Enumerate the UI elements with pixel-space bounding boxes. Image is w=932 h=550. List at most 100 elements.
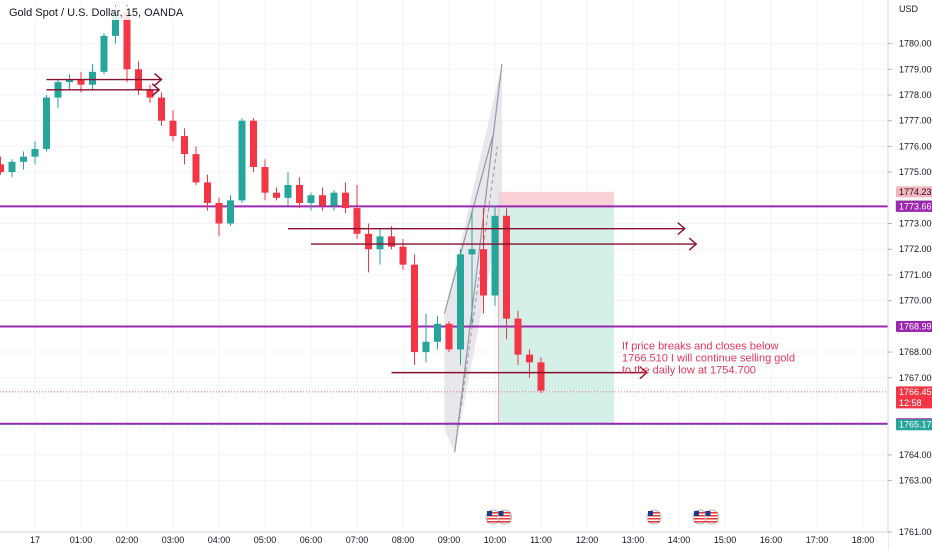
drawing-tools[interactable] (443, 64, 614, 453)
price-label-box (896, 200, 932, 212)
time-axis-bg (0, 532, 888, 550)
flag-stripe (498, 515, 511, 517)
price-label-box (896, 419, 932, 431)
flag-stripe (705, 515, 718, 517)
candle-body (250, 120, 257, 167)
flag-stripe (705, 512, 718, 514)
event-flags[interactable] (485, 509, 719, 525)
time-tick-label: 13:00 (622, 535, 645, 545)
arrow-head (677, 222, 686, 236)
price-tick-label: 1776.000 (899, 141, 932, 151)
price-label-text: 1765.173 (899, 420, 932, 430)
candlestick-series (0, 5, 545, 394)
candle-body (204, 182, 211, 203)
candle-body (514, 318, 522, 355)
price-axis-bg (888, 0, 932, 550)
time-tick-label: 06:00 (300, 535, 323, 545)
price-tick-label: 1777.000 (899, 116, 932, 126)
arrow-drawings[interactable] (46, 73, 698, 380)
time-tick-label: 14:00 (668, 535, 691, 545)
candle-body (273, 192, 280, 198)
time-tick-label: 11:00 (530, 535, 552, 545)
time-tick-label: 03:00 (162, 535, 185, 545)
horizontal-levels[interactable] (0, 205, 888, 426)
candle-body (365, 233, 372, 250)
us-flag-icon (646, 509, 662, 525)
candle-body (399, 246, 407, 265)
price-tick-label: 1767.000 (899, 373, 932, 383)
candle-body (342, 192, 349, 209)
candle-body (169, 120, 177, 137)
price-axis[interactable]: USD 1780.000 1779.000 1778.000 1777.000 1776.… (887, 0, 932, 550)
candle-body (112, 12, 119, 36)
candle-body (215, 202, 223, 224)
candle-body (457, 254, 464, 350)
trade-note-line: to the daily low at 1754.700 (622, 364, 756, 376)
candle-body (445, 323, 453, 350)
flag-stripe (498, 512, 511, 514)
candle-body (353, 208, 361, 234)
candle-body (31, 148, 39, 157)
candle-body (238, 120, 246, 201)
candle-body (158, 97, 165, 121)
flag-stripe (487, 521, 499, 523)
price-label-text: 1773.665 (899, 201, 932, 211)
arrow-head (151, 83, 161, 97)
flag-canton (705, 511, 711, 516)
candle-body (123, 12, 131, 70)
candle-body (434, 323, 441, 342)
flag-stripe (705, 518, 718, 520)
currency-label: USD (899, 4, 919, 14)
flag-stripe (487, 515, 499, 517)
time-tick-label: 02:00 (116, 535, 139, 545)
candle-body (526, 354, 533, 363)
candle-body (491, 215, 499, 296)
flag-canton (648, 511, 653, 516)
time-tick-label: 08:00 (392, 535, 415, 545)
time-axis[interactable]: 17 01:00 02:00 03:00 04:00 05:00 06:00 07:00 08:… (0, 531, 888, 550)
time-tick-label: 01:00 (70, 535, 93, 545)
trade-note[interactable]: If price breaks and closes below 1766.510… (622, 340, 795, 376)
flag-stripe (487, 512, 499, 514)
price-tick-label: 1771.000 (899, 270, 932, 280)
time-tick-label: 05:00 (254, 535, 277, 545)
candle-body (227, 200, 234, 224)
us-flag-icon (692, 509, 708, 525)
flag-stripe (694, 515, 706, 517)
candle-body (411, 264, 418, 353)
flag-stripe (648, 521, 660, 523)
candle-body (307, 195, 315, 203)
arrow-head (154, 73, 163, 87)
price-tick-label: 1773.000 (899, 219, 932, 229)
price-tick-label: 1761.000 (899, 527, 932, 537)
channel-fill (444, 64, 502, 453)
symbol-title[interactable]: Gold Spot / U.S. Dollar, 15, OANDA (6, 6, 187, 20)
flag-stripe (487, 518, 499, 520)
price-label-text: 1768.995 (899, 321, 932, 331)
flag-stripe (694, 518, 706, 520)
candle-body (0, 164, 4, 173)
flag-canton (694, 511, 699, 516)
candle-body (537, 362, 545, 391)
flag-stripe (648, 515, 660, 517)
channel-line-lower (454, 64, 503, 453)
price-tick-label: 1770.000 (899, 296, 932, 306)
flag-stripe (498, 518, 511, 520)
arrow-head (688, 237, 698, 251)
time-tick-label: 04:00 (208, 535, 231, 545)
arrow-head (639, 366, 648, 380)
stop-zone (498, 191, 614, 206)
candle-body (146, 89, 154, 98)
candle-body (20, 156, 27, 162)
channel-line-upper (443, 135, 494, 314)
channel-line-mid (457, 146, 498, 427)
price-label-box (896, 320, 932, 332)
price-tick-label: 1780.000 (899, 39, 932, 49)
us-flag-icon (497, 509, 512, 525)
time-tick-label: 17:00 (806, 535, 829, 545)
price-tick-label: 1772.000 (899, 244, 932, 254)
price-label-box (896, 386, 932, 409)
us-flag-icon (704, 509, 719, 525)
candle-body (261, 166, 269, 193)
